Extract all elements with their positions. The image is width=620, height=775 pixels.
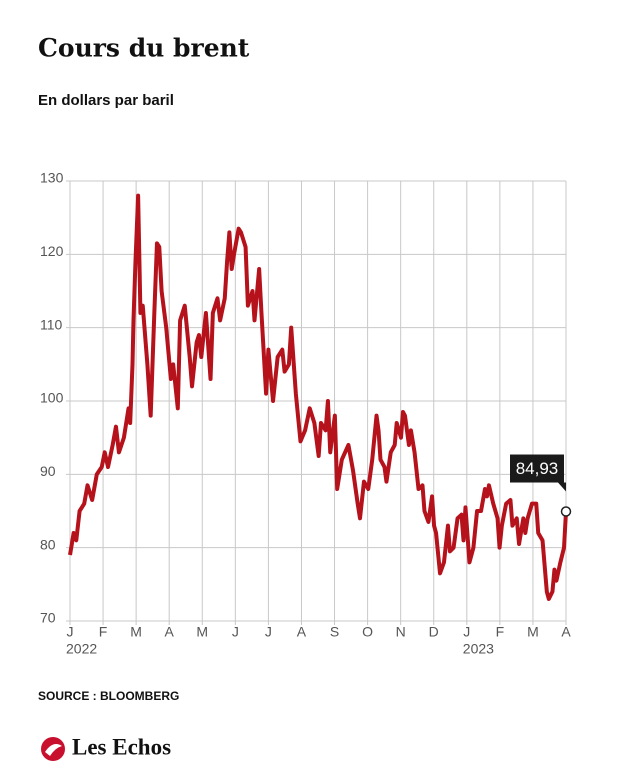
x-tick-label: M: [527, 624, 539, 640]
x-tick-label: M: [196, 624, 208, 640]
end-marker: [560, 506, 572, 517]
line-series: [68, 193, 568, 601]
y-tick-label: 120: [40, 243, 64, 259]
x-year-label: 2023: [463, 641, 494, 657]
value-label-box: [510, 454, 564, 483]
x-tick-label: D: [429, 624, 439, 640]
x-tick-label: J: [232, 624, 239, 640]
x-year-label: 2022: [66, 641, 97, 657]
y-tick-label: 110: [40, 316, 63, 332]
x-tick-label: J: [67, 624, 74, 640]
x-tick-label: A: [561, 624, 571, 640]
chart-subtitle: En dollars par baril: [38, 92, 174, 109]
logo-icon: [41, 737, 65, 761]
y-tick-label: 80: [40, 536, 56, 552]
source: SOURCE : BLOOMBERG: [38, 689, 179, 703]
x-tick-label: A: [165, 624, 175, 640]
y-tick-label: 90: [40, 463, 56, 479]
x-tick-label: M: [130, 624, 142, 640]
y-tick-label: 70: [40, 610, 56, 626]
x-tick-label: J: [463, 624, 470, 640]
x-tick-label: F: [99, 624, 108, 640]
value-label: 84,93: [516, 459, 559, 478]
logo: Les Echos: [72, 734, 171, 759]
x-tick-label: O: [362, 624, 373, 640]
y-tick-label: 100: [40, 390, 64, 406]
x-tick-label: F: [496, 624, 505, 640]
x-tick-label: N: [396, 624, 406, 640]
x-tick-label: A: [297, 624, 307, 640]
chart-title: Cours du brent: [38, 34, 250, 63]
y-tick-label: 130: [40, 170, 64, 186]
x-tick-label: J: [265, 624, 272, 640]
value-label-pointer: [558, 482, 566, 492]
x-tick-label: S: [330, 624, 339, 640]
